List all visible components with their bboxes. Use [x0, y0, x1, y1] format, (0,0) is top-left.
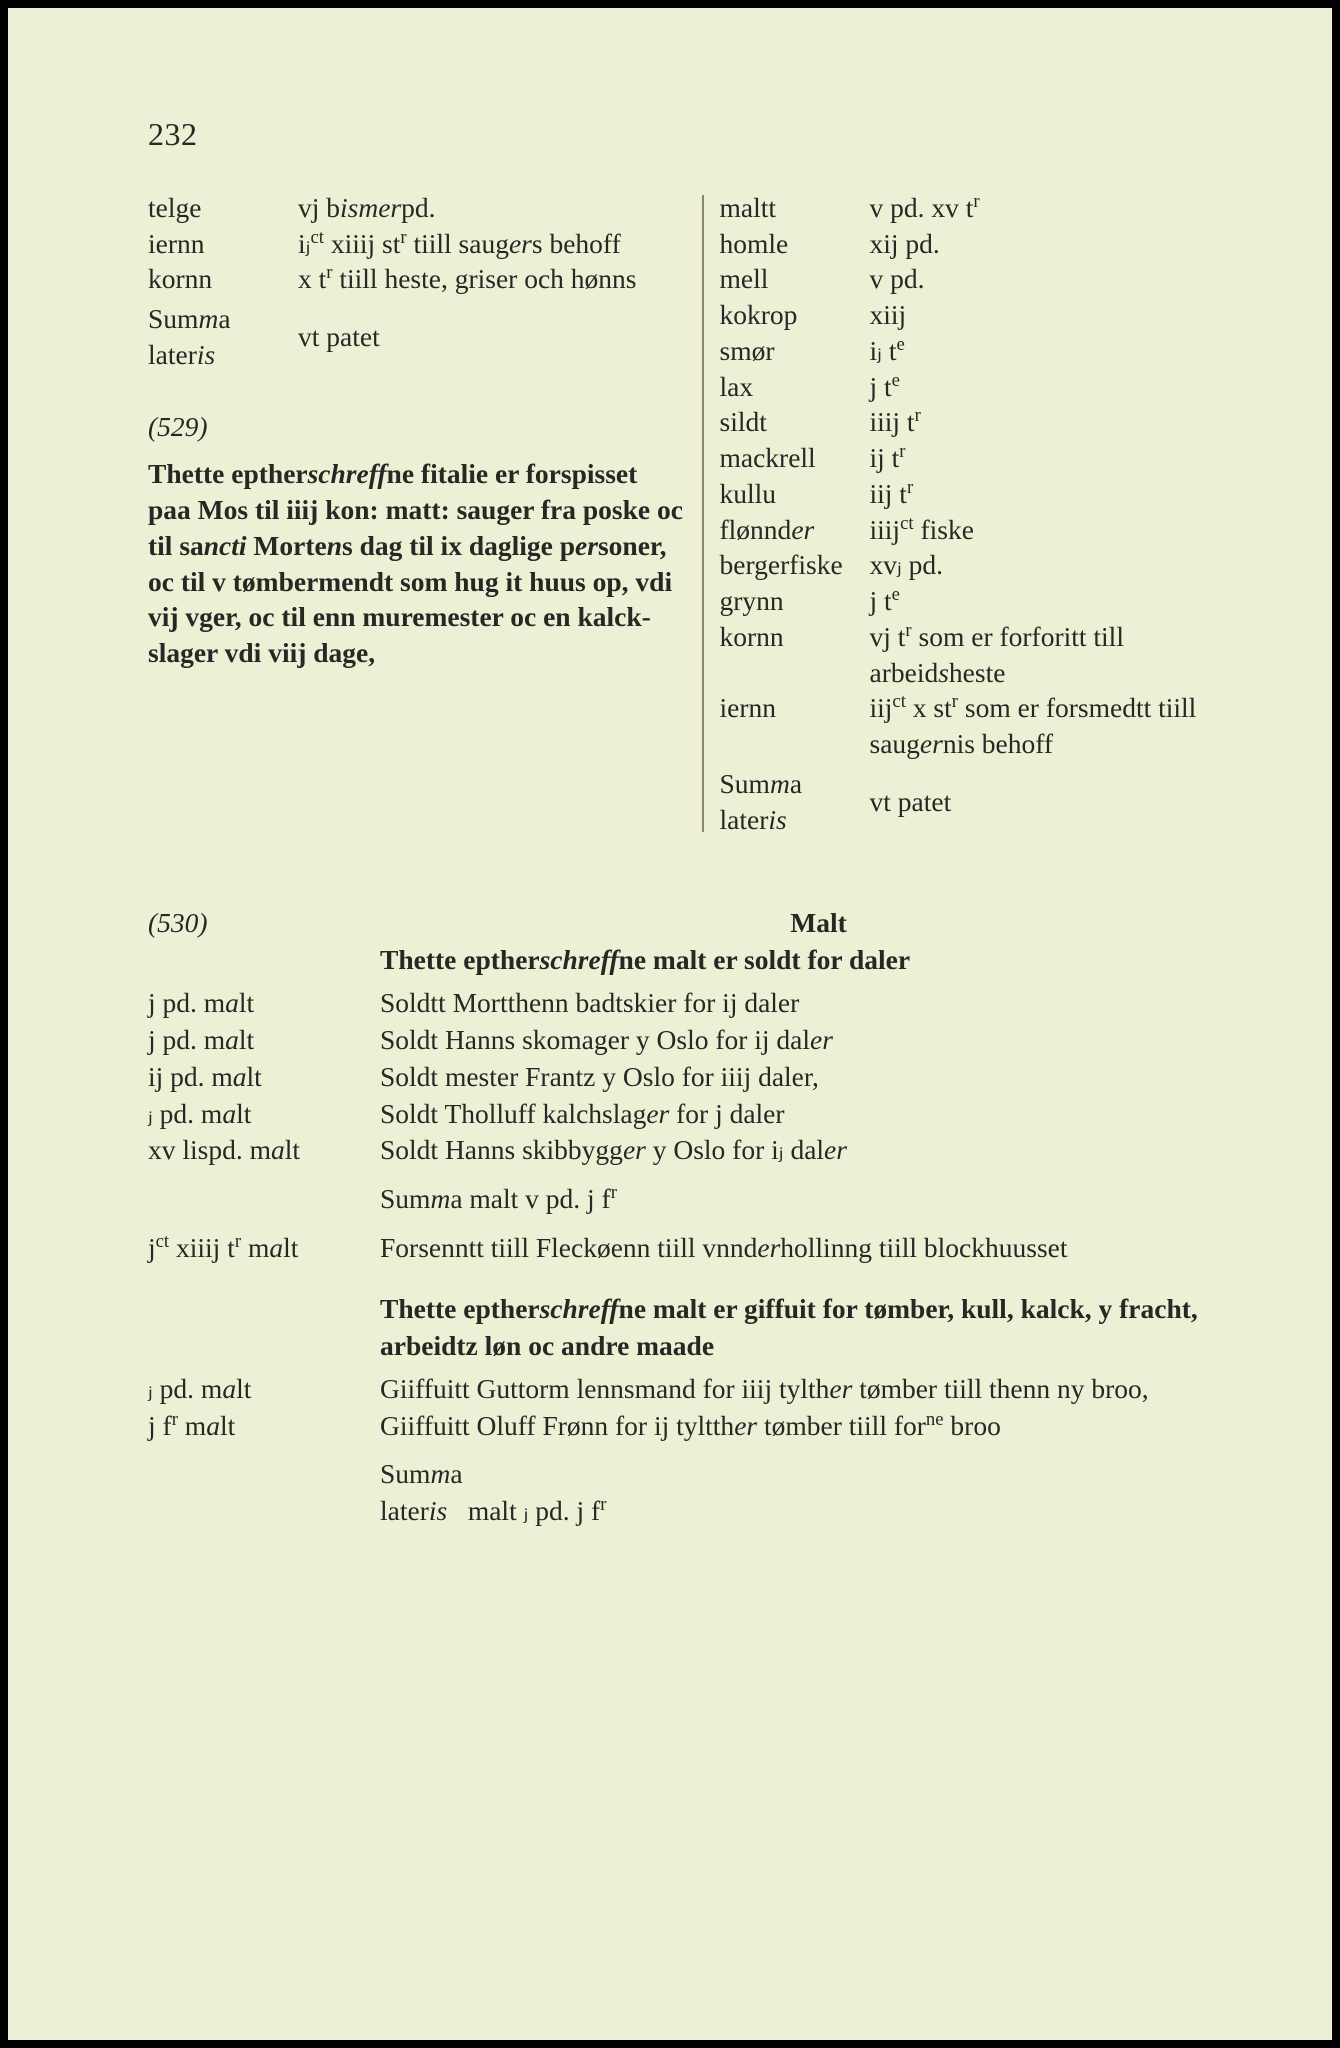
entry-value: ij tr — [870, 440, 1258, 476]
entry-key: telge — [148, 190, 298, 226]
entry-key: smør — [720, 333, 870, 369]
ledger-left: ij pd. malt — [148, 1059, 380, 1096]
lower-subhead: Thette eptherschreffne malt er soldt for… — [380, 942, 1257, 979]
entry-key: kokrop — [720, 297, 870, 333]
ledger-right: Giiffuitt Oluff Frønn for ij tyltther tø… — [380, 1408, 1257, 1445]
lower-head-row: (530)Malt — [148, 905, 1257, 942]
entry-key: kornn — [148, 261, 298, 297]
entry-row: mellv pd. — [720, 261, 1258, 297]
section-title: Malt — [380, 905, 1257, 942]
ledger-row: ⱼ pd. maltSoldt Tholluff kalchslager for… — [148, 1096, 1257, 1133]
ledger-row: ij pd. maltSoldt mester Frantz y Oslo fo… — [148, 1059, 1257, 1096]
lower-subhead: Thette eptherschreffne malt er giffuit f… — [380, 1291, 1257, 1365]
entry-value: iiijct fiske — [870, 512, 1258, 548]
ledger-left: jct xiiij tr malt — [148, 1230, 380, 1267]
ledger-left: j pd. malt — [148, 985, 380, 1022]
entry-key: grynn — [720, 583, 870, 619]
summa-lateris: Summalaterisvt patet — [148, 301, 686, 373]
entry-key: sildt — [720, 404, 870, 440]
entry-value: vj bismerpd. — [298, 190, 686, 226]
summa-lateris: Summalaterisvt patet — [720, 766, 1258, 838]
entry-key: bergerfiske — [720, 547, 870, 583]
top-left-column: telgevj bismerpd.iernniⱼct xiiij str tii… — [148, 190, 686, 838]
marginal-ref: (529) — [148, 409, 686, 445]
lower-section: (530)MaltThette eptherschreffne malt er … — [148, 905, 1257, 1530]
entry-row: telgevj bismerpd. — [148, 190, 686, 226]
summa-label: Summalateris — [148, 301, 298, 373]
entry-value: v pd. — [870, 261, 1258, 297]
ledger-right: Soldtt Mortthenn badtskier for ij daler — [380, 985, 1257, 1022]
entry-key: homle — [720, 226, 870, 262]
ledger-right: Giiffuitt Guttorm lennsmand for iiij tyl… — [380, 1371, 1257, 1408]
entry-row: kornnx tr tiill heste, griser och hønns — [148, 261, 686, 297]
ledger-right: Soldt Tholluff kalchslager for j daler — [380, 1096, 1257, 1133]
summa-value: vt patet — [298, 319, 686, 355]
ledger-right: Forsenntt tiill Fleckøenn tiill vnnderho… — [380, 1230, 1257, 1267]
entry-value: x tr tiill heste, griser och hønns — [298, 261, 686, 297]
entry-value: iⱼct xiiij str tiill sau­gers behoff — [298, 226, 686, 262]
entry-row: kokropxiij — [720, 297, 1258, 333]
entry-key: mell — [720, 261, 870, 297]
entry-row: iernniⱼct xiiij str tiill sau­gers behof… — [148, 226, 686, 262]
ledger-row: xv lispd. maltSoldt Hanns skibbygger y O… — [148, 1132, 1257, 1169]
entry-key: iernn — [720, 690, 870, 762]
entry-row: homlexij pd. — [720, 226, 1258, 262]
scanned-page: 232 telgevj bismerpd.iernniⱼct xiiij str… — [8, 8, 1332, 2040]
entry-value: iijct x str som er for­smedtt tiill saug… — [870, 690, 1258, 762]
ledger-left: ⱼ pd. malt — [148, 1371, 380, 1408]
entry-row: mackrellij tr — [720, 440, 1258, 476]
entry-row: laxj te — [720, 369, 1258, 405]
column-rule — [702, 195, 704, 833]
ledger-left: ⱼ pd. malt — [148, 1096, 380, 1133]
entry-value: xij pd. — [870, 226, 1258, 262]
summa-line: Summa malt v pd. j fr — [380, 1181, 1257, 1218]
entry-value: xvⱼ pd. — [870, 547, 1258, 583]
entry-row: grynnj te — [720, 583, 1258, 619]
entry-row: bergerfiskexvⱼ pd. — [720, 547, 1258, 583]
entry-row: smøriⱼ te — [720, 333, 1258, 369]
entry-value: iiij tr — [870, 404, 1258, 440]
ledger-left: xv lispd. malt — [148, 1132, 380, 1169]
page-content: 232 telgevj bismerpd.iernniⱼct xiiij str… — [83, 113, 1257, 1530]
entry-value: j te — [870, 583, 1258, 619]
entry-key: kullu — [720, 476, 870, 512]
ledger-left: j fr malt — [148, 1408, 380, 1445]
summa-value: vt patet — [870, 784, 1258, 820]
entry-row: sildtiiij tr — [720, 404, 1258, 440]
ledger-row: j fr maltGiiffuitt Oluff Frønn for ij ty… — [148, 1408, 1257, 1445]
entry-key: iernn — [148, 226, 298, 262]
summa-lateris: Summalateris malt ⱼ pd. j fr — [380, 1456, 1257, 1530]
ledger-row: j pd. maltSoldt Hanns skomager y Oslo fo… — [148, 1022, 1257, 1059]
entry-key: mackrell — [720, 440, 870, 476]
entry-row: iernniijct x str som er for­smedtt tiill… — [720, 690, 1258, 762]
entry-row: flønnderiiijct fiske — [720, 512, 1258, 548]
entry-row: kulluiij tr — [720, 476, 1258, 512]
entry-value: iij tr — [870, 476, 1258, 512]
summa-label: Summalateris — [720, 766, 870, 838]
ledger-row: ⱼ pd. maltGiiffuitt Guttorm lennsmand fo… — [148, 1371, 1257, 1408]
entry-row: malttv pd. xv tr — [720, 190, 1258, 226]
entry-key: lax — [720, 369, 870, 405]
entry-value: j te — [870, 369, 1258, 405]
left-paragraph: Thette eptherschreffne fitalie er forspi… — [148, 456, 686, 671]
entry-key: kornn — [720, 619, 870, 691]
ledger-right: Soldt Hanns skibbygger y Oslo for iⱼ dal… — [380, 1132, 1257, 1169]
entry-value: v pd. xv tr — [870, 190, 1258, 226]
entry-value: iⱼ te — [870, 333, 1258, 369]
page-number: 232 — [148, 113, 1257, 156]
entry-row: kornnvj tr som er forforitt till arbeids… — [720, 619, 1258, 691]
ledger-row: j pd. maltSoldtt Mortthenn badtskier for… — [148, 985, 1257, 1022]
entry-value: vj tr som er forforitt till arbeidsheste — [870, 619, 1258, 691]
ledger-right: Soldt mester Frantz y Oslo for iiij dale… — [380, 1059, 1257, 1096]
entry-key: flønnder — [720, 512, 870, 548]
ledger-left: j pd. malt — [148, 1022, 380, 1059]
entry-key: maltt — [720, 190, 870, 226]
entry-value: xiij — [870, 297, 1258, 333]
top-right-column: malttv pd. xv trhomlexij pd.mellv pd.kok… — [720, 190, 1258, 838]
ledger-row: jct xiiij tr maltForsenntt tiill Fleckøe… — [148, 1230, 1257, 1267]
top-two-columns: telgevj bismerpd.iernniⱼct xiiij str tii… — [148, 190, 1257, 838]
marginal-ref: (530) — [148, 905, 380, 942]
ledger-right: Soldt Hanns skomager y Oslo for ij daler — [380, 1022, 1257, 1059]
